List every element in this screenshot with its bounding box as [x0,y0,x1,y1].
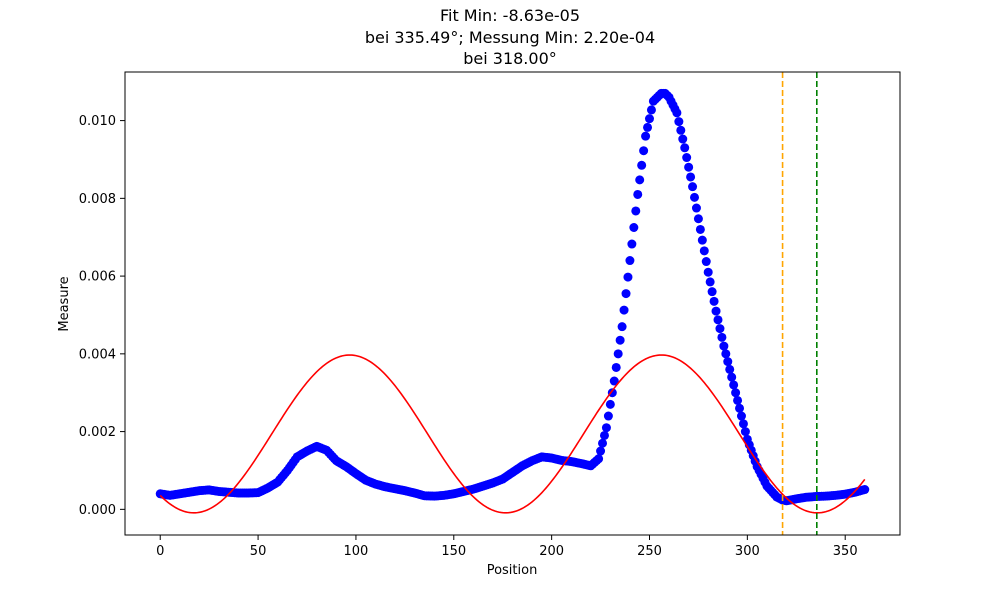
x-tick-label: 100 [344,544,369,559]
x-tick-label: 250 [637,544,662,559]
measurement-point [701,257,711,267]
x-tick-label: 300 [735,544,760,559]
y-axis-label: Measure [57,276,72,331]
measurement-point [691,203,701,213]
measurement-point [711,306,721,316]
x-tick-label: 350 [833,544,858,559]
y-tick-label: 0.002 [79,425,116,440]
y-tick-label: 0.010 [79,114,116,129]
measurement-point [686,172,696,182]
measurement-point [723,357,733,367]
measurement-point [727,372,737,382]
measurement-point [627,239,637,249]
plot-frame [124,71,901,536]
fit-curve-line [159,354,866,514]
measurement-point [717,332,727,342]
measurement-point [646,105,656,115]
measurement-point [598,438,608,448]
x-tick-label: 0 [156,544,164,559]
measurement-point [690,192,700,202]
measurement-point [601,423,611,433]
measurement-point [713,315,723,325]
measurement-point [643,122,653,132]
measurement-point [705,277,715,287]
measurement-point [684,162,694,172]
measurement-point [721,349,731,359]
measurement-point [617,322,627,332]
measurement-point [674,117,684,127]
measurement-point [603,411,613,421]
measurement-point [703,267,713,277]
y-tick-label: 0.006 [79,270,116,285]
measurement-point [644,114,654,124]
chart-title-line-2: bei 335.49°; Messung Min: 2.20e-04 [365,28,655,47]
measurement-point [637,160,647,170]
x-tick-label: 200 [539,544,564,559]
measurement-point [719,341,729,351]
measurement-point [633,189,643,199]
measurement-point [682,153,692,163]
measurement-point [680,143,690,153]
x-tick-label: 50 [250,544,267,559]
measurement-point [611,362,621,372]
plot-area [155,72,870,535]
measurement-point [672,108,682,118]
measurement-point [613,349,623,359]
y-tick-label: 0.000 [79,503,116,518]
measurement-point [688,182,698,192]
measurement-point [731,388,741,398]
measurement-point [736,411,746,421]
measurement-point [715,324,725,334]
chart-title-line-1: Fit Min: -8.63e-05 [440,6,580,25]
measurement-point [707,287,717,297]
measurement-point [625,256,635,266]
measurement-point [729,380,739,390]
measurement-point [733,395,743,405]
y-tick-label: 0.008 [79,192,116,207]
measurement-point [738,419,748,429]
measurement-point [735,403,745,413]
measurement-point [695,224,705,234]
measurement-point [609,376,619,386]
measurement-point [619,305,629,315]
measurement-point [639,146,649,156]
measurement-point [599,430,609,440]
measurement-point [678,134,688,144]
measurement-point [635,175,645,185]
measurement-point [709,296,719,306]
measurement-point [725,364,735,374]
measurement-point [605,399,615,409]
chart-title-line-3: bei 318.00° [463,49,557,68]
measurement-point [615,335,625,345]
measurement-point [693,214,703,224]
measurement-point [594,454,604,464]
ticks-layer: 0 50 100 150 200 250 300 350 0.000 0.002 0.004 0.00… [79,114,858,559]
measurement-point [860,485,870,495]
measurement-point [740,427,750,437]
measurement-point [641,131,651,141]
measurement-point [629,222,639,232]
measurement-point [623,272,633,282]
measurement-point [699,246,709,256]
x-tick-label: 150 [441,544,466,559]
measurement-point [676,125,686,135]
x-axis-label: Position [487,563,538,578]
measurement-point [631,206,641,216]
measurement-point [621,289,631,299]
y-tick-label: 0.004 [79,347,116,362]
measurement-point [596,446,606,456]
measurement-point [697,235,707,245]
